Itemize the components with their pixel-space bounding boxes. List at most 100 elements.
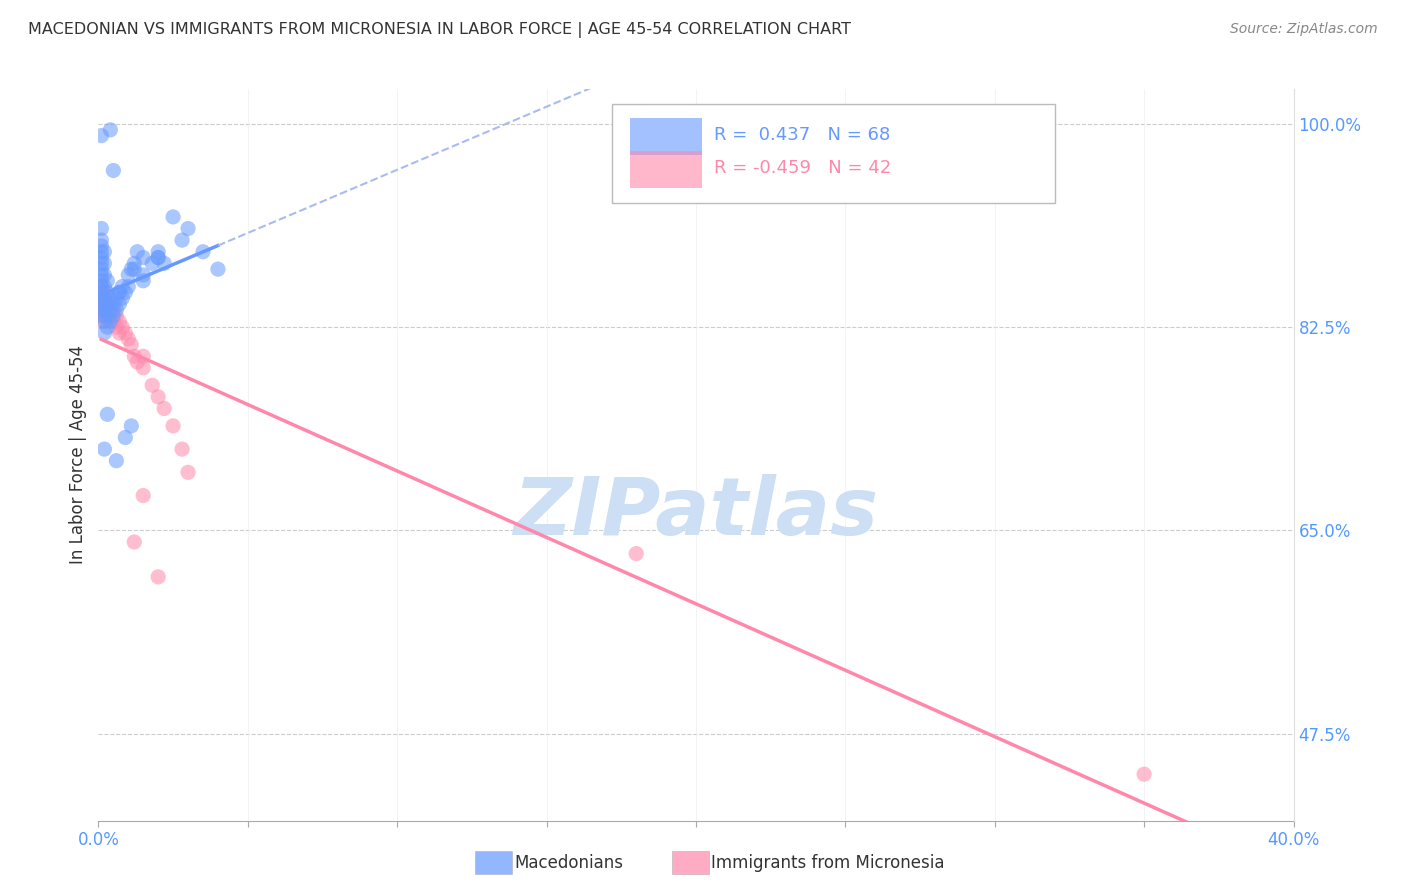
Point <box>90 309 112 323</box>
Point <box>127 355 149 369</box>
Point <box>100 123 122 137</box>
Point <box>103 297 125 311</box>
Point <box>148 390 170 404</box>
Text: Macedonians: Macedonians <box>515 855 624 872</box>
Point <box>93 297 115 311</box>
Point <box>93 309 115 323</box>
Point <box>1133 767 1156 781</box>
Point <box>141 256 163 270</box>
Point <box>96 320 118 334</box>
Point <box>100 302 122 317</box>
Point <box>162 210 184 224</box>
Point <box>148 251 170 265</box>
Point <box>90 233 112 247</box>
Text: MACEDONIAN VS IMMIGRANTS FROM MICRONESIA IN LABOR FORCE | AGE 45-54 CORRELATION : MACEDONIAN VS IMMIGRANTS FROM MICRONESIA… <box>28 22 851 38</box>
Point <box>90 274 112 288</box>
Point <box>172 442 194 456</box>
Point <box>153 256 176 270</box>
Point <box>96 274 118 288</box>
Point <box>108 285 131 300</box>
Point <box>90 285 112 300</box>
Point <box>103 302 125 317</box>
Point <box>132 360 155 375</box>
Point <box>111 291 134 305</box>
Point <box>100 297 122 311</box>
Point <box>132 349 155 363</box>
Point <box>124 256 146 270</box>
Point <box>96 285 118 300</box>
Point <box>93 285 115 300</box>
Point <box>103 314 125 328</box>
Point <box>93 279 115 293</box>
Point <box>105 320 128 334</box>
Point <box>162 418 184 433</box>
Point <box>103 309 125 323</box>
Point <box>124 349 146 363</box>
Point <box>108 326 131 340</box>
Point <box>96 407 118 421</box>
Point <box>111 320 134 334</box>
Point <box>108 297 131 311</box>
Point <box>100 309 122 323</box>
Point <box>96 297 118 311</box>
Point <box>90 309 112 323</box>
Point <box>90 256 112 270</box>
Point <box>124 535 146 549</box>
Point <box>96 297 118 311</box>
Point <box>90 244 112 259</box>
Point <box>105 302 128 317</box>
Point <box>120 418 142 433</box>
Point <box>141 378 163 392</box>
Point <box>93 268 115 282</box>
Point <box>96 291 118 305</box>
Point <box>90 279 112 293</box>
Text: R =  0.437   N = 68: R = 0.437 N = 68 <box>714 126 890 144</box>
Point <box>132 251 155 265</box>
FancyBboxPatch shape <box>630 119 702 155</box>
Point <box>100 291 122 305</box>
Point <box>153 401 176 416</box>
Point <box>117 332 139 346</box>
FancyBboxPatch shape <box>630 152 702 188</box>
Point <box>114 326 136 340</box>
Point <box>96 309 118 323</box>
Point <box>172 233 194 247</box>
Point <box>108 314 131 328</box>
Point <box>96 302 118 317</box>
Point <box>93 302 115 317</box>
Point <box>100 314 122 328</box>
Point <box>93 314 115 328</box>
Point <box>90 251 112 265</box>
Point <box>105 454 128 468</box>
Point <box>105 309 128 323</box>
Point <box>90 291 112 305</box>
Point <box>90 285 112 300</box>
Point <box>93 244 115 259</box>
Point <box>120 337 142 351</box>
Text: R = -0.459   N = 42: R = -0.459 N = 42 <box>714 159 891 178</box>
Point <box>90 128 112 143</box>
Point <box>114 430 136 444</box>
Point <box>120 262 142 277</box>
Point <box>117 279 139 293</box>
Point <box>114 285 136 300</box>
Point <box>90 221 112 235</box>
Point <box>124 262 146 277</box>
Point <box>132 274 155 288</box>
Point <box>127 244 149 259</box>
Point <box>90 302 112 317</box>
Point <box>90 302 112 317</box>
Point <box>177 466 200 480</box>
Point <box>105 291 128 305</box>
Point <box>177 221 200 235</box>
Y-axis label: In Labor Force | Age 45-54: In Labor Force | Age 45-54 <box>69 345 87 565</box>
Point <box>132 268 155 282</box>
Point <box>111 279 134 293</box>
Point <box>93 326 115 340</box>
Point <box>148 570 170 584</box>
Point <box>93 256 115 270</box>
Point <box>93 302 115 317</box>
Point <box>90 239 112 253</box>
Point <box>132 489 155 503</box>
Point <box>148 251 170 265</box>
